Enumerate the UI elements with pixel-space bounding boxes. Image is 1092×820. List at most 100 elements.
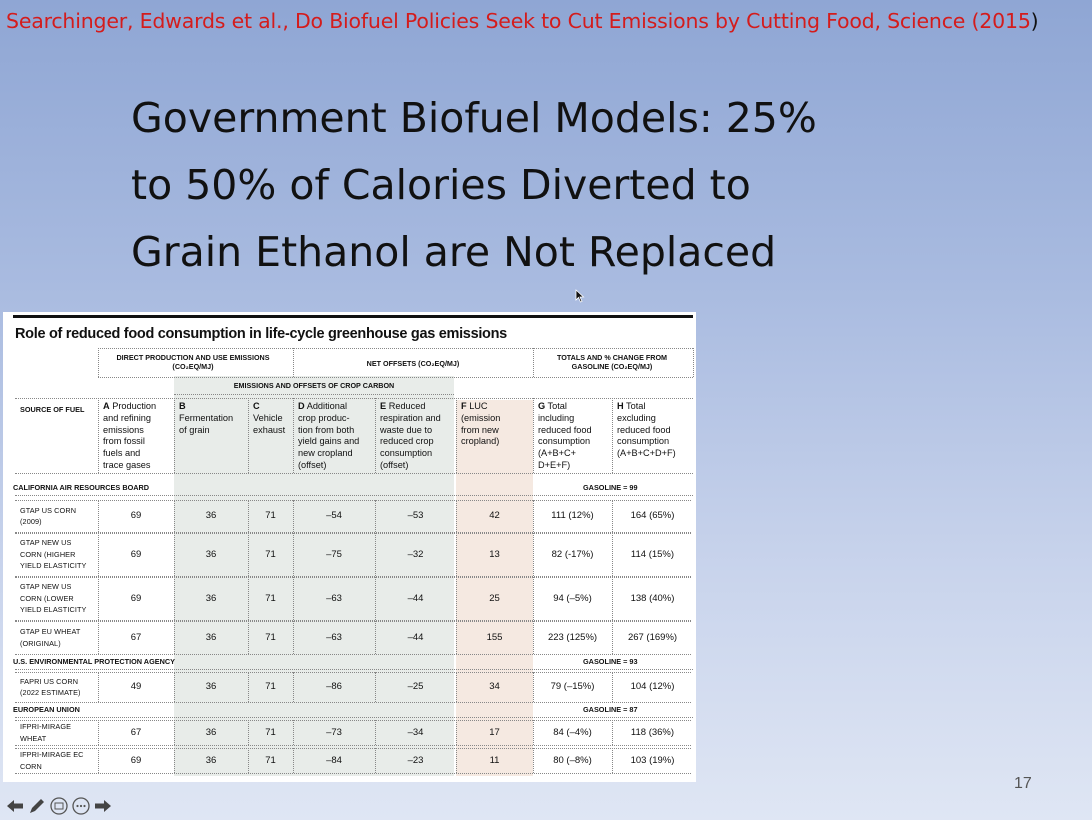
- column-header-a: A Production and refining emissions from fo…: [103, 401, 157, 470]
- section-header: EUROPEAN UNION GASOLINE = 87: [13, 705, 638, 714]
- cell-c: 71: [265, 548, 276, 560]
- arrow-left-icon[interactable]: [6, 799, 24, 813]
- cell-g: 94 (–5%): [553, 592, 592, 604]
- cell-b: 36: [205, 510, 217, 521]
- fuel-source: GTAP NEW US CORN (HIGHER YIELD ELASTICITY: [20, 538, 87, 571]
- net-offsets-header: NET OFFSETS (CO₂EQ/MJ): [366, 359, 460, 368]
- cell-a: 69: [130, 510, 142, 521]
- cell-a: 67: [130, 631, 142, 643]
- cell-h: 138 (40%): [630, 592, 675, 604]
- citation: Searchinger, Edwards et al., Do Biofuel …: [6, 9, 1039, 33]
- cell-b: 36: [205, 548, 217, 560]
- cell-b: 36: [205, 754, 217, 766]
- more-icon[interactable]: [72, 797, 90, 815]
- slide-number: 17: [1014, 775, 1032, 792]
- cell-h: 164 (65%): [630, 510, 675, 521]
- cell-a: 69: [130, 548, 142, 560]
- cell-a: 49: [130, 681, 142, 692]
- cell-g: 84 (–4%): [553, 726, 592, 738]
- column-header-h: H Total excluding reduced food consumption(…: [617, 401, 676, 459]
- table-row: GTAP NEW US CORN (HIGHER YIELD ELASTICITY 6…: [13, 533, 693, 577]
- section-header: U.S. ENVIRONMENTAL PROTECTION AGENCY GASO…: [13, 657, 638, 666]
- column-header-d: D Additional crop produc-tion from both yi…: [298, 401, 360, 470]
- cell-e: –53: [407, 510, 424, 521]
- cell-a: 67: [130, 726, 142, 738]
- table-row: FAPRI US CORN (2022 ESTIMATE) 49 36 71 –86 –25…: [13, 672, 693, 703]
- cell-g: 223 (125%): [547, 631, 598, 643]
- gasoline-baseline: GASOLINE = 93: [583, 657, 638, 666]
- cell-h: 114 (15%): [630, 548, 675, 560]
- cell-d: –86: [326, 681, 342, 692]
- title-line: Grain Ethanol are Not Replaced: [131, 228, 777, 276]
- cell-b: 36: [205, 592, 217, 604]
- slide-title: Government Biofuel Models: 25% to 50% of…: [131, 85, 931, 286]
- table-row: GTAP NEW US CORN (LOWER YIELD ELASTICITY 69…: [13, 577, 693, 621]
- mouse-pointer-icon: [575, 289, 585, 303]
- cell-d: –75: [326, 548, 342, 560]
- cell-f: 42: [489, 510, 500, 521]
- cell-f: 11: [489, 754, 500, 766]
- presentation-nav: [6, 797, 112, 815]
- slides-icon[interactable]: [50, 797, 68, 815]
- table-figure: Role of reduced food consumption in life…: [3, 312, 696, 782]
- table-row: IFPRI-MIRAGE WHEAT 67 36 71 –73 –34 17 84 (–4%) 1…: [13, 720, 693, 746]
- source-of-fuel-header: SOURCE OF FUEL: [20, 405, 85, 414]
- luc-column-shading: [456, 400, 533, 776]
- cell-a: 69: [130, 754, 142, 766]
- cell-f: 155: [486, 631, 503, 643]
- cell-d: –84: [326, 754, 342, 766]
- cell-c: 71: [265, 510, 276, 521]
- figure-title: Role of reduced food consumption in life…: [15, 326, 507, 342]
- fuel-source: GTAP US CORN (2009): [20, 505, 77, 527]
- fuel-source: IFPRI-MIRAGE WHEAT: [20, 722, 72, 743]
- column-header-e: E Reduced respiration and waste due to redu…: [380, 401, 441, 470]
- cell-e: –23: [407, 754, 424, 766]
- cell-c: 71: [265, 592, 276, 604]
- cell-g: 111 (12%): [551, 510, 594, 521]
- cell-g: 79 (–15%): [550, 681, 595, 692]
- column-header-f: F LUC (emission from new cropland): [461, 401, 501, 447]
- direct-emissions-header: DIRECT PRODUCTION AND USE EMISSIONS (CO₂…: [116, 353, 270, 371]
- cell-c: 71: [265, 681, 276, 692]
- cell-d: –73: [326, 726, 342, 738]
- gasoline-baseline: GASOLINE = 87: [583, 705, 638, 714]
- table-row: IFPRI-MIRAGE EC CORN 69 36 71 –84 –23 11 80 (–8%…: [13, 748, 693, 774]
- cell-h: 267 (169%): [627, 631, 678, 643]
- cell-c: 71: [265, 631, 276, 643]
- column-header-g: G Total including reduced food consumption(…: [538, 401, 592, 470]
- citation-text: Searchinger, Edwards et al., Do Biofuel …: [6, 9, 1031, 33]
- cell-e: –44: [407, 592, 424, 604]
- cell-c: 71: [265, 726, 276, 738]
- table-row: GTAP US CORN (2009) 69 36 71 –54 –53 42 111 (12%…: [13, 500, 693, 533]
- cell-g: 82 (-17%): [551, 548, 594, 560]
- cell-e: –25: [407, 681, 424, 692]
- cell-h: 103 (19%): [630, 754, 675, 766]
- cell-d: –63: [326, 592, 342, 604]
- cell-e: –32: [407, 548, 424, 560]
- cell-e: –44: [407, 631, 424, 643]
- title-line: Government Biofuel Models: 25%: [131, 94, 817, 142]
- fuel-source: IFPRI-MIRAGE EC CORN: [20, 750, 84, 771]
- arrow-right-icon[interactable]: [94, 799, 112, 813]
- fuel-source: GTAP EU WHEAT (ORIGINAL): [20, 627, 81, 648]
- pen-icon[interactable]: [28, 797, 46, 815]
- table-row: GTAP EU WHEAT (ORIGINAL) 67 36 71 –63 –44 155 22…: [13, 621, 693, 655]
- gasoline-baseline: GASOLINE = 99: [583, 483, 638, 492]
- cell-d: –54: [326, 510, 342, 521]
- cell-e: –34: [407, 726, 424, 738]
- cell-f: 17: [489, 726, 500, 738]
- cell-h: 118 (36%): [630, 726, 675, 738]
- column-header-c: C Vehicle exhaust: [253, 401, 286, 435]
- cell-h: 104 (12%): [630, 681, 675, 692]
- cell-d: –63: [326, 631, 342, 643]
- fuel-source: FAPRI US CORN (2022 ESTIMATE): [20, 676, 81, 698]
- fuel-source: GTAP NEW US CORN (LOWER YIELD ELASTICITY: [20, 582, 87, 615]
- citation-close: ): [1030, 9, 1039, 33]
- cell-a: 69: [130, 592, 142, 604]
- cell-f: 13: [489, 548, 500, 560]
- crop-carbon-header: EMISSIONS AND OFFSETS OF CROP CARBON: [233, 381, 395, 390]
- cell-b: 36: [205, 726, 217, 738]
- cell-c: 71: [265, 754, 276, 766]
- title-line: to 50% of Calories Diverted to: [131, 161, 751, 209]
- cell-b: 36: [205, 631, 217, 643]
